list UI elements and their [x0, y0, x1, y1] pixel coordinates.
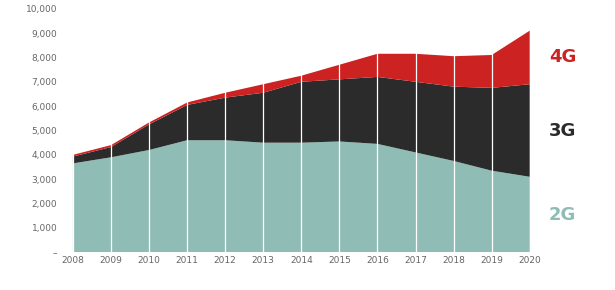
Text: 3G: 3G	[549, 122, 576, 139]
Text: 2G: 2G	[549, 206, 576, 224]
Text: 4G: 4G	[549, 48, 576, 66]
